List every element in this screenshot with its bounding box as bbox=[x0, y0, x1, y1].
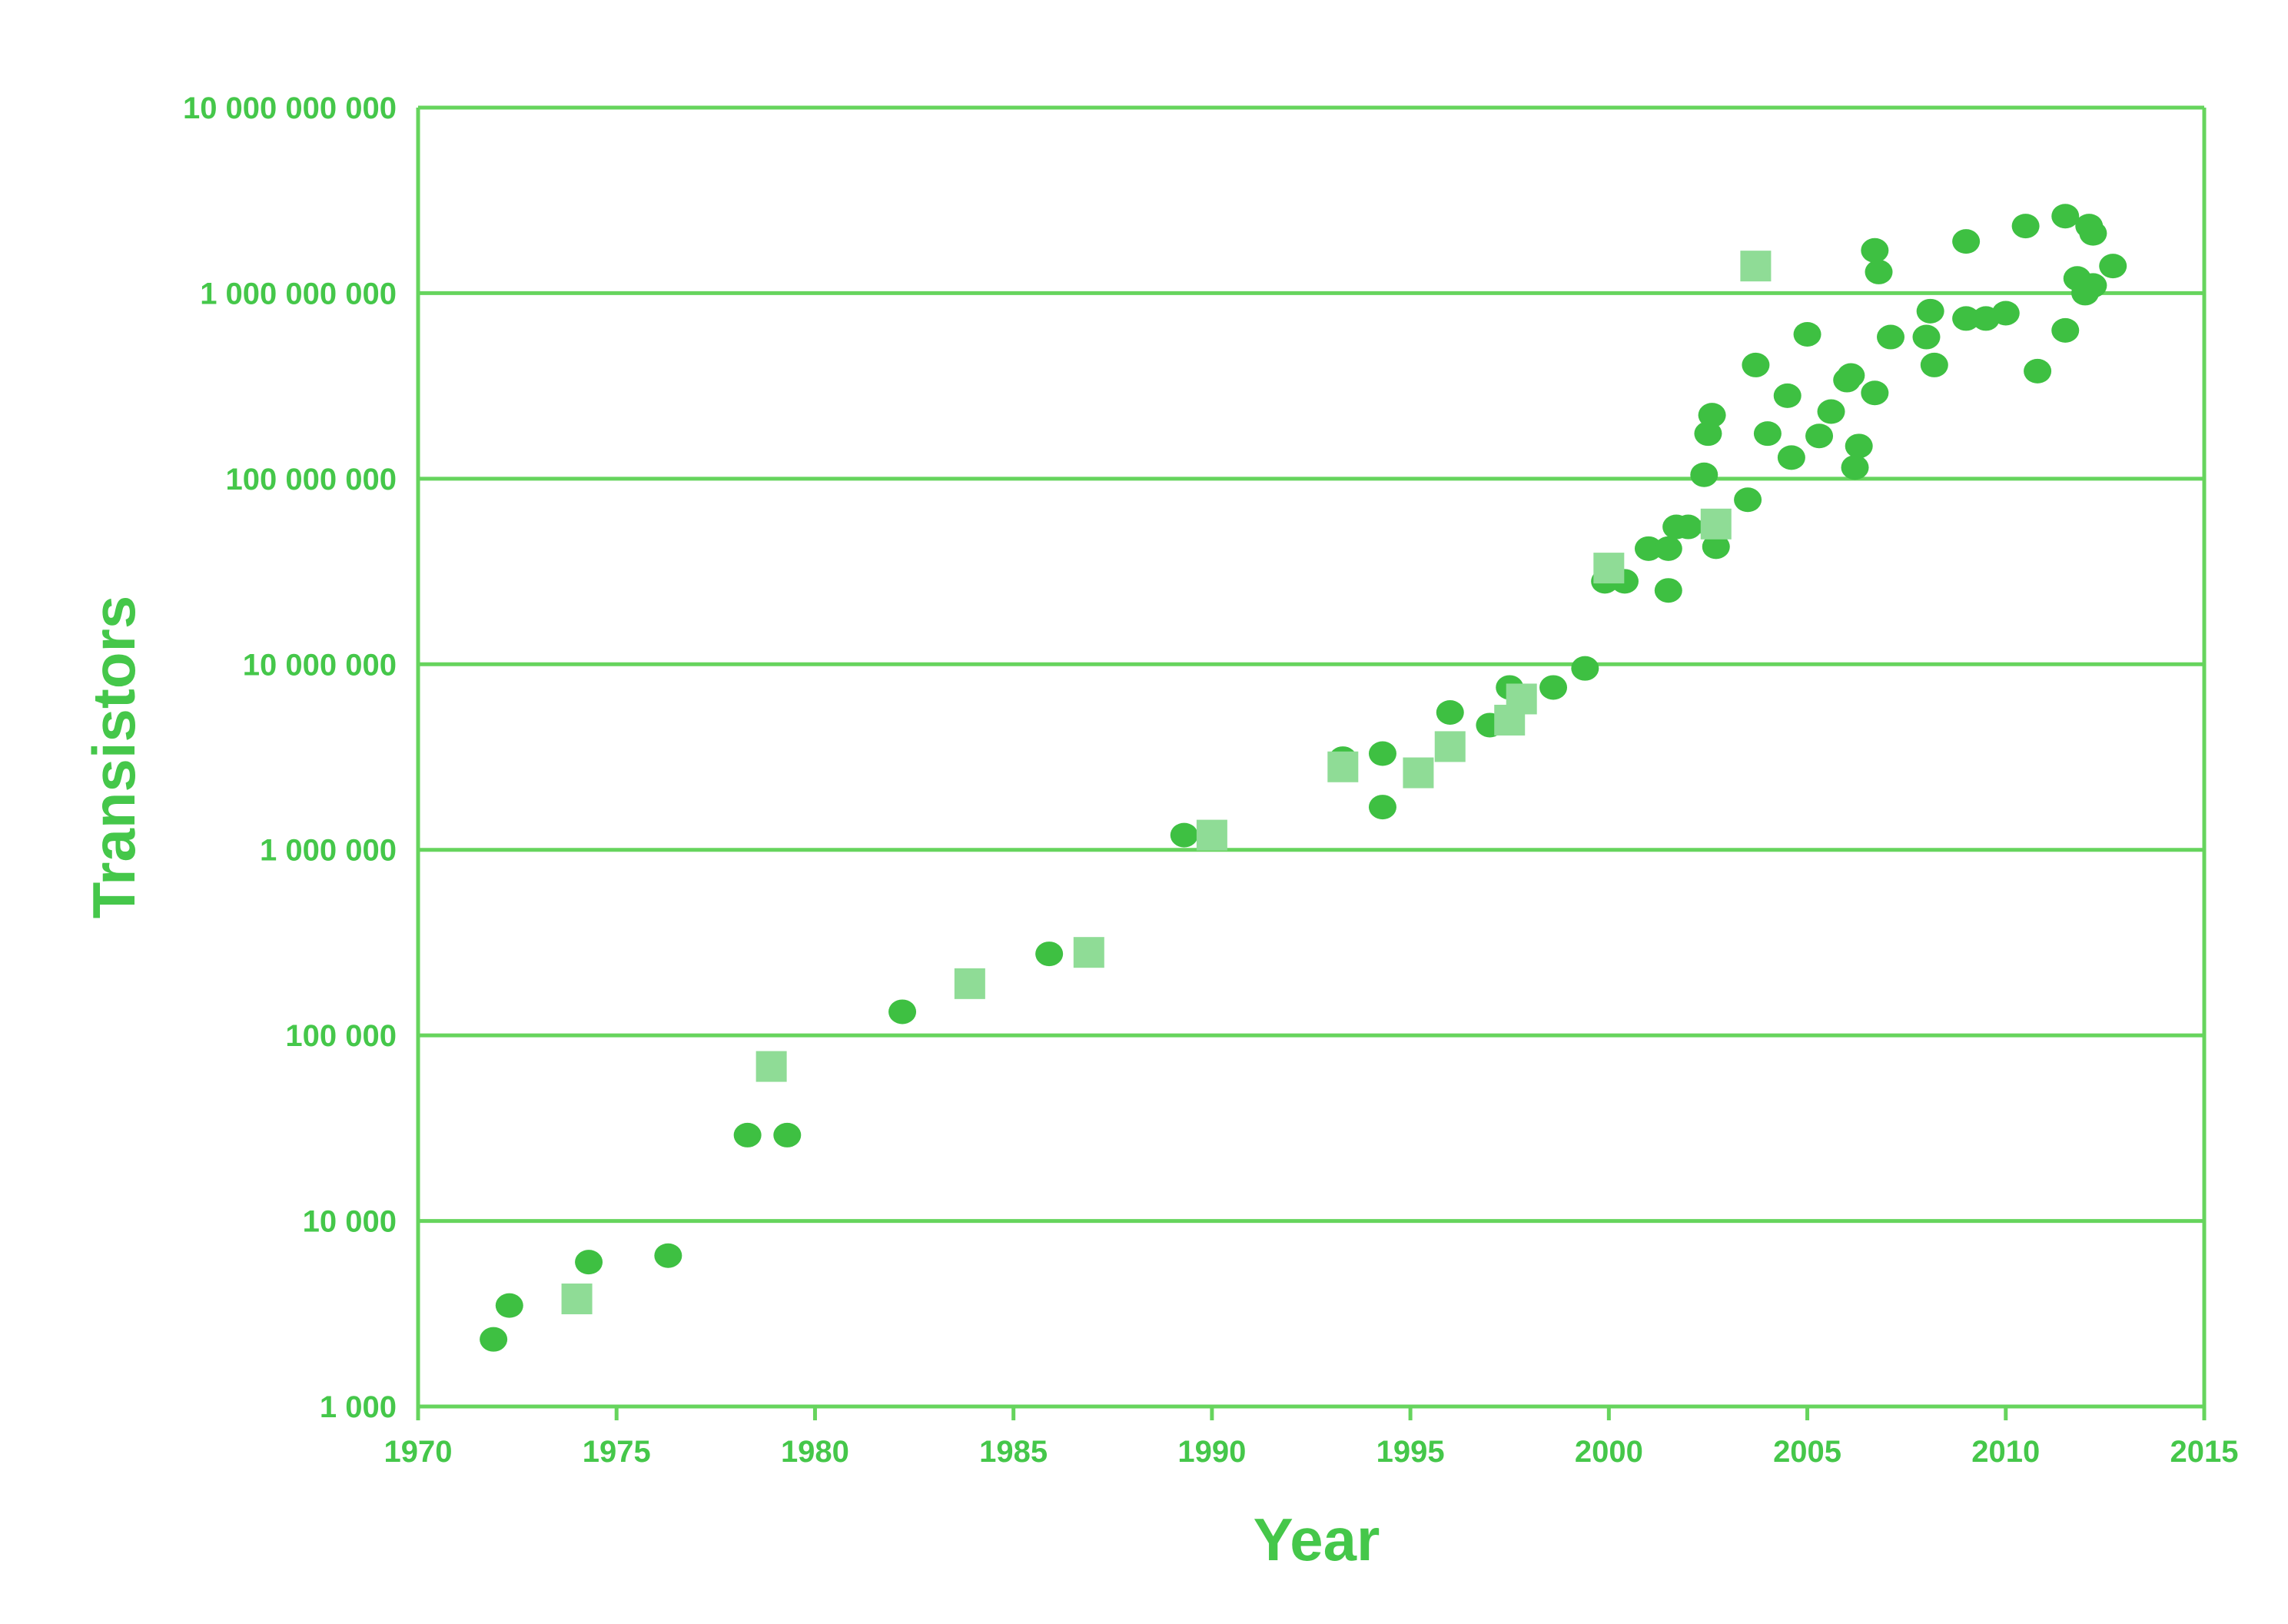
data-point-circle bbox=[773, 1122, 802, 1147]
x-tick-labels: 1970 1975 1980 1985 1990 1995 2000 2005 2010 2015 bbox=[384, 1435, 2239, 1469]
data-point-square bbox=[1506, 683, 1537, 715]
data-point-square bbox=[1740, 251, 1772, 282]
data-point-circle bbox=[1920, 352, 1948, 377]
data-point-square bbox=[1327, 751, 1359, 782]
data-point-circle bbox=[654, 1243, 682, 1268]
y-tick-label: 1 000 000 bbox=[260, 834, 397, 868]
y-axis-title: Transistors bbox=[80, 596, 148, 919]
x-tick-label: 1985 bbox=[979, 1435, 1048, 1469]
data-point-square bbox=[1434, 731, 1466, 762]
data-point-circle bbox=[1991, 301, 2020, 326]
data-point-square bbox=[1700, 508, 1732, 540]
gridlines bbox=[418, 105, 2204, 1409]
data-point-circle bbox=[495, 1293, 523, 1318]
y-tick-label: 1 000 000 000 bbox=[200, 277, 397, 311]
data-point-circle bbox=[1654, 536, 1682, 561]
axes bbox=[416, 108, 2207, 1420]
y-tick-label: 10 000 000 bbox=[243, 648, 397, 682]
data-point-circle bbox=[1753, 421, 1782, 447]
x-tick-label: 1995 bbox=[1376, 1435, 1445, 1469]
y-tick-label: 10 000 bbox=[303, 1205, 397, 1239]
data-point-circle bbox=[1539, 675, 1568, 700]
x-tick-label: 1970 bbox=[384, 1435, 453, 1469]
data-point-circle bbox=[2099, 254, 2127, 279]
data-point-circle bbox=[1845, 433, 1873, 459]
data-point-circle bbox=[575, 1250, 603, 1275]
x-axis-title: Year bbox=[1254, 1506, 1380, 1573]
data-point-circle bbox=[1877, 324, 1905, 350]
x-tick-label: 2000 bbox=[1575, 1435, 1643, 1469]
data-point-circle bbox=[888, 999, 917, 1025]
x-tick-label: 1980 bbox=[781, 1435, 849, 1469]
data-point-circle bbox=[1861, 380, 1889, 406]
y-tick-label: 100 000 bbox=[285, 1019, 397, 1053]
data-point-circle bbox=[1837, 363, 1865, 388]
data-point-square bbox=[1196, 819, 1227, 851]
data-point-circle bbox=[480, 1327, 508, 1352]
y-tick-label: 1 000 bbox=[320, 1390, 397, 1424]
data-point-circle bbox=[2051, 204, 2080, 229]
y-tick-label: 10 000 000 000 bbox=[183, 91, 397, 125]
data-point-circle bbox=[1368, 795, 1396, 820]
data-point-square bbox=[954, 968, 985, 999]
data-point-circle bbox=[733, 1122, 762, 1147]
data-point-circle bbox=[1170, 822, 1198, 848]
data-point-square bbox=[561, 1284, 593, 1315]
data-point-circle bbox=[1571, 656, 1599, 681]
x-tick-label: 2010 bbox=[1971, 1435, 2040, 1469]
data-point-circle bbox=[1952, 306, 1981, 331]
data-point-square bbox=[1403, 757, 1434, 789]
data-point-circle bbox=[1912, 324, 1941, 350]
data-point-circle bbox=[1742, 352, 1770, 377]
data-point-circle bbox=[1368, 741, 1396, 766]
data-point-circle bbox=[2079, 221, 2107, 246]
data-point-circle bbox=[1690, 462, 1718, 487]
data-point-circle bbox=[1861, 237, 1889, 263]
data-point-circle bbox=[1777, 445, 1805, 470]
data-point-circle bbox=[1674, 514, 1702, 540]
data-point-circle bbox=[1773, 383, 1802, 408]
y-tick-labels: 1 000 10 000 100 000 1 000 000 10 000 000 100… bbox=[183, 91, 397, 1424]
data-point-square bbox=[1593, 553, 1625, 584]
data-point-circle bbox=[2011, 214, 2040, 239]
data-point-circle bbox=[2051, 317, 2080, 343]
data-points bbox=[480, 204, 2127, 1352]
data-point-circle bbox=[1694, 421, 1722, 447]
data-point-circle bbox=[1436, 699, 1464, 725]
data-point-circle bbox=[1916, 298, 1944, 324]
data-point-circle bbox=[1698, 403, 1726, 428]
data-point-circle bbox=[1793, 321, 1821, 347]
data-point-circle bbox=[2079, 273, 2107, 298]
data-point-circle bbox=[1734, 487, 1762, 513]
data-point-circle bbox=[1865, 259, 1893, 284]
data-point-circle bbox=[1952, 229, 1981, 254]
x-tick-label: 2015 bbox=[2170, 1435, 2239, 1469]
data-point-circle bbox=[1035, 942, 1064, 967]
x-tick-label: 1990 bbox=[1177, 1435, 1246, 1469]
y-tick-label: 100 000 000 bbox=[226, 463, 397, 496]
data-point-circle bbox=[1634, 536, 1662, 561]
data-point-circle bbox=[1841, 455, 1869, 480]
data-point-square bbox=[755, 1051, 787, 1082]
data-point-circle bbox=[1805, 423, 1834, 449]
data-point-circle bbox=[1817, 399, 1845, 424]
data-point-circle bbox=[1702, 534, 1730, 560]
data-point-circle bbox=[1654, 578, 1682, 603]
x-tick-label: 2005 bbox=[1773, 1435, 1841, 1469]
data-point-square bbox=[1073, 937, 1104, 968]
data-point-circle bbox=[2024, 358, 2052, 384]
x-tick-label: 1975 bbox=[583, 1435, 651, 1469]
